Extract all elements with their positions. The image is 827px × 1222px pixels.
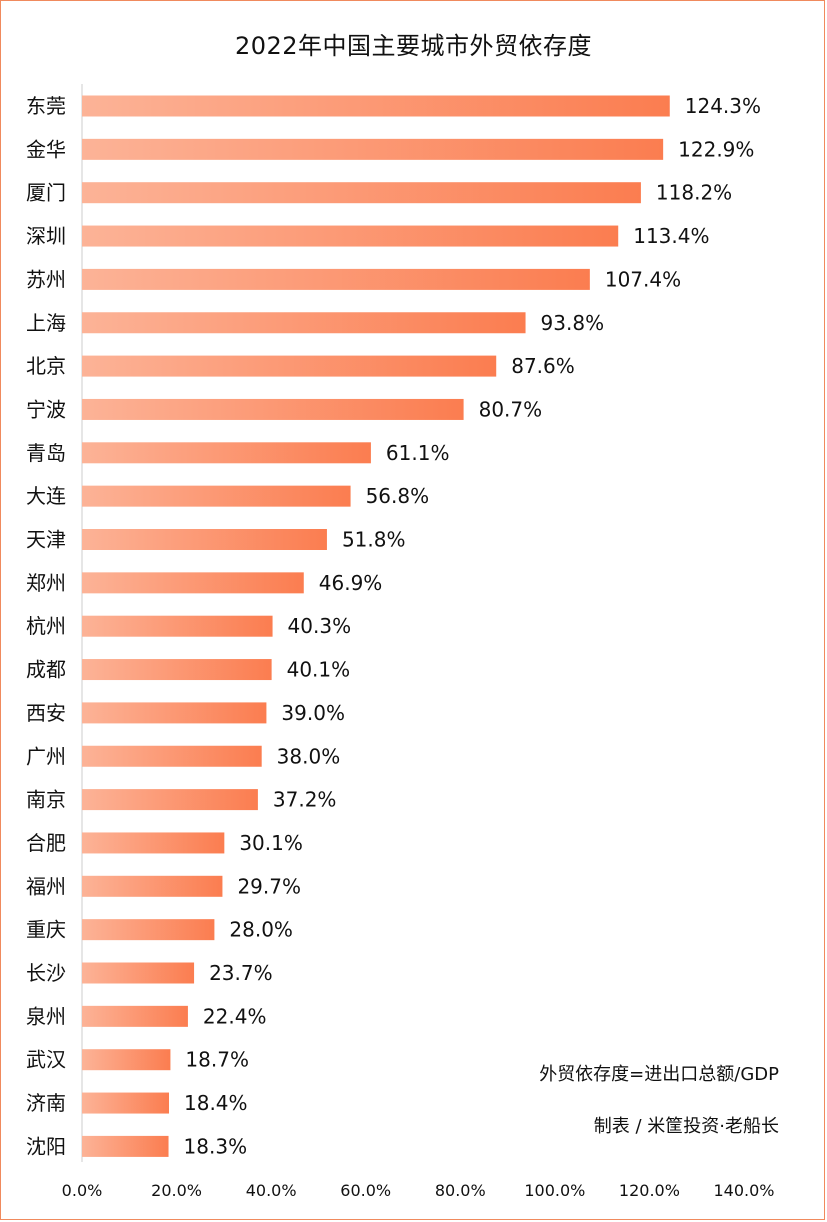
data-label: 80.7% xyxy=(479,397,543,421)
bar xyxy=(82,1005,188,1027)
x-tick-label: 0.0% xyxy=(62,1181,103,1200)
category-label: 金华 xyxy=(26,137,66,161)
x-tick-label: 140.0% xyxy=(713,1181,774,1200)
category-label: 青岛 xyxy=(26,441,66,465)
data-label: 56.8% xyxy=(366,484,430,508)
bar xyxy=(82,138,664,160)
data-label: 87.6% xyxy=(511,354,575,378)
category-label: 重庆 xyxy=(26,918,66,942)
bar xyxy=(82,572,304,594)
formula-note: 外贸依存度=进出口总额/GDP xyxy=(539,1064,779,1085)
bar xyxy=(82,789,258,811)
data-label: 124.3% xyxy=(685,94,761,118)
bar xyxy=(82,702,267,724)
data-label: 122.9% xyxy=(678,137,754,161)
bar xyxy=(82,745,262,767)
category-label: 沈阳 xyxy=(26,1134,66,1158)
chart-title: 2022年中国主要城市外贸依存度 xyxy=(234,32,593,60)
bar xyxy=(82,832,225,854)
bar xyxy=(82,1049,171,1071)
category-label: 武汉 xyxy=(26,1048,66,1072)
bar xyxy=(82,225,619,247)
x-tick-label: 100.0% xyxy=(524,1181,585,1200)
data-label: 23.7% xyxy=(209,961,273,985)
x-tick-label: 40.0% xyxy=(246,1181,297,1200)
bar xyxy=(82,355,497,377)
data-label: 46.9% xyxy=(319,571,383,595)
data-label: 51.8% xyxy=(342,528,406,552)
x-tick-label: 80.0% xyxy=(435,1181,486,1200)
data-label: 37.2% xyxy=(273,788,337,812)
category-label: 厦门 xyxy=(26,181,66,205)
bar xyxy=(82,182,641,204)
data-label: 118.2% xyxy=(656,181,732,205)
x-tick-label: 120.0% xyxy=(619,1181,680,1200)
bar xyxy=(82,615,273,637)
data-label: 61.1% xyxy=(386,441,450,465)
category-label: 上海 xyxy=(26,311,66,335)
data-label: 93.8% xyxy=(541,311,605,335)
category-label: 济南 xyxy=(26,1091,66,1115)
category-label: 广州 xyxy=(26,744,66,768)
data-label: 18.4% xyxy=(184,1091,248,1115)
bar xyxy=(82,1135,169,1157)
data-label: 30.1% xyxy=(239,831,303,855)
bar xyxy=(82,529,327,550)
bar xyxy=(82,485,351,507)
category-label: 南京 xyxy=(26,788,66,812)
data-label: 38.0% xyxy=(277,744,341,768)
credit-note: 制表 / 米筐投资·老船长 xyxy=(593,1116,779,1137)
bar xyxy=(82,95,670,117)
category-label: 长沙 xyxy=(26,961,66,985)
category-label: 西安 xyxy=(26,701,66,725)
bar xyxy=(82,875,223,897)
bar xyxy=(82,962,195,984)
data-label: 18.3% xyxy=(184,1134,248,1158)
bar xyxy=(82,398,464,420)
category-label: 天津 xyxy=(26,528,66,552)
bar xyxy=(82,312,526,334)
category-label: 成都 xyxy=(26,658,66,682)
data-label: 40.1% xyxy=(287,658,351,682)
data-label: 107.4% xyxy=(605,267,681,291)
category-label: 宁波 xyxy=(26,397,66,421)
data-label: 18.7% xyxy=(185,1048,249,1072)
bar xyxy=(82,442,371,464)
category-label: 深圳 xyxy=(26,224,66,248)
data-label: 39.0% xyxy=(281,701,345,725)
x-tick-label: 60.0% xyxy=(340,1181,391,1200)
data-label: 113.4% xyxy=(633,224,709,248)
data-label: 29.7% xyxy=(237,874,301,898)
category-label: 郑州 xyxy=(26,571,66,595)
x-tick-label: 20.0% xyxy=(151,1181,202,1200)
bar xyxy=(82,659,272,681)
category-label: 福州 xyxy=(26,874,66,898)
category-label: 杭州 xyxy=(26,614,66,638)
bar xyxy=(82,268,590,290)
category-label: 东莞 xyxy=(26,94,66,118)
category-label: 苏州 xyxy=(26,267,66,291)
category-label: 泉州 xyxy=(26,1004,66,1028)
data-label: 28.0% xyxy=(229,918,293,942)
bar xyxy=(82,919,215,941)
category-label: 合肥 xyxy=(26,831,66,855)
data-label: 22.4% xyxy=(203,1004,267,1028)
category-label: 北京 xyxy=(26,354,66,378)
bar xyxy=(82,1092,170,1114)
data-label: 40.3% xyxy=(288,614,352,638)
category-label: 大连 xyxy=(26,484,66,508)
